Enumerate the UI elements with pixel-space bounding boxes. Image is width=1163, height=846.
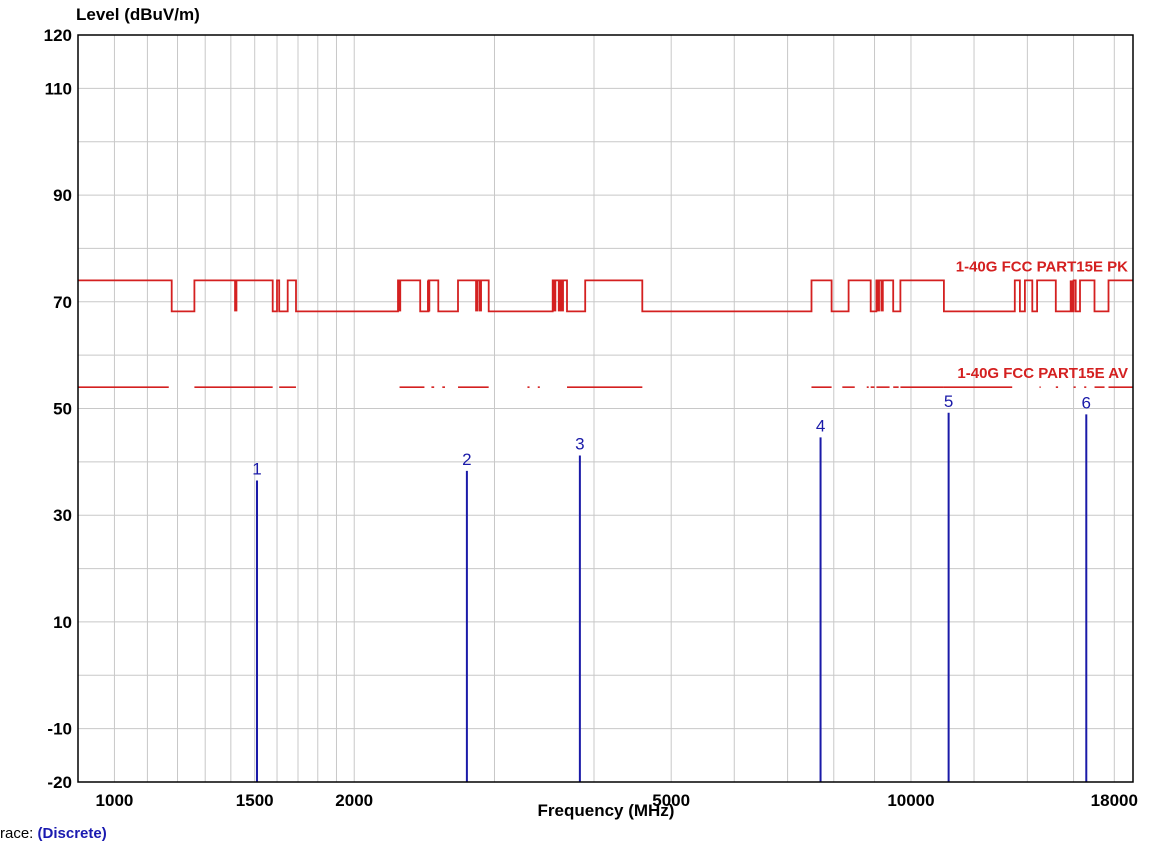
marker-label: 3 xyxy=(575,434,584,453)
x-tick-label: 5000 xyxy=(652,791,690,810)
marker-label: 1 xyxy=(252,460,261,479)
grid xyxy=(78,35,1133,782)
y-tick-label: 70 xyxy=(53,293,72,312)
y-tick-label: 50 xyxy=(53,400,72,419)
plot-frame xyxy=(77,34,1134,783)
y-axis-ticks: 120 110 90 70 50 30 10 -10 -20 xyxy=(44,26,72,792)
y-tick-label: 120 xyxy=(44,26,72,45)
trace-label: race: xyxy=(0,825,34,842)
y-tick-label: 110 xyxy=(45,79,72,98)
x-tick-label: 18000 xyxy=(1091,791,1138,810)
marker-label: 4 xyxy=(816,416,825,435)
x-tick-label: 2000 xyxy=(335,791,373,810)
limit-lines xyxy=(78,279,1133,388)
limit-label-av: 1-40G FCC PART15E AV xyxy=(957,365,1128,382)
trace-link[interactable]: (Discrete) xyxy=(37,825,107,842)
marker-label: 2 xyxy=(462,450,471,469)
limit-line-pk xyxy=(78,279,1133,313)
x-tick-label: 1000 xyxy=(96,791,134,810)
limit-labels: 1-40G FCC PART15E PK 1-40G FCC PART15E AV xyxy=(956,258,1128,382)
y-tick-label: -10 xyxy=(47,720,72,739)
marker-label: 6 xyxy=(1082,393,1091,412)
x-axis-ticks: 1000 1500 2000 5000 10000 18000 xyxy=(96,791,1138,810)
y-tick-label: 90 xyxy=(53,186,72,205)
discrete-markers: 1 2 3 4 5 6 xyxy=(252,392,1091,782)
y-tick-label: -20 xyxy=(47,773,72,792)
y-axis-title: Level (dBuV/m) xyxy=(76,5,200,24)
x-tick-label: 10000 xyxy=(887,791,934,810)
trace-legend: race: (Discrete) xyxy=(0,825,107,842)
x-tick-label: 1500 xyxy=(236,791,274,810)
y-tick-label: 30 xyxy=(53,506,72,525)
limit-label-pk: 1-40G FCC PART15E PK xyxy=(956,258,1128,275)
x-axis-title: Frequency (MHz) xyxy=(538,801,675,820)
y-tick-label: 10 xyxy=(53,613,72,632)
marker-label: 5 xyxy=(944,392,953,411)
